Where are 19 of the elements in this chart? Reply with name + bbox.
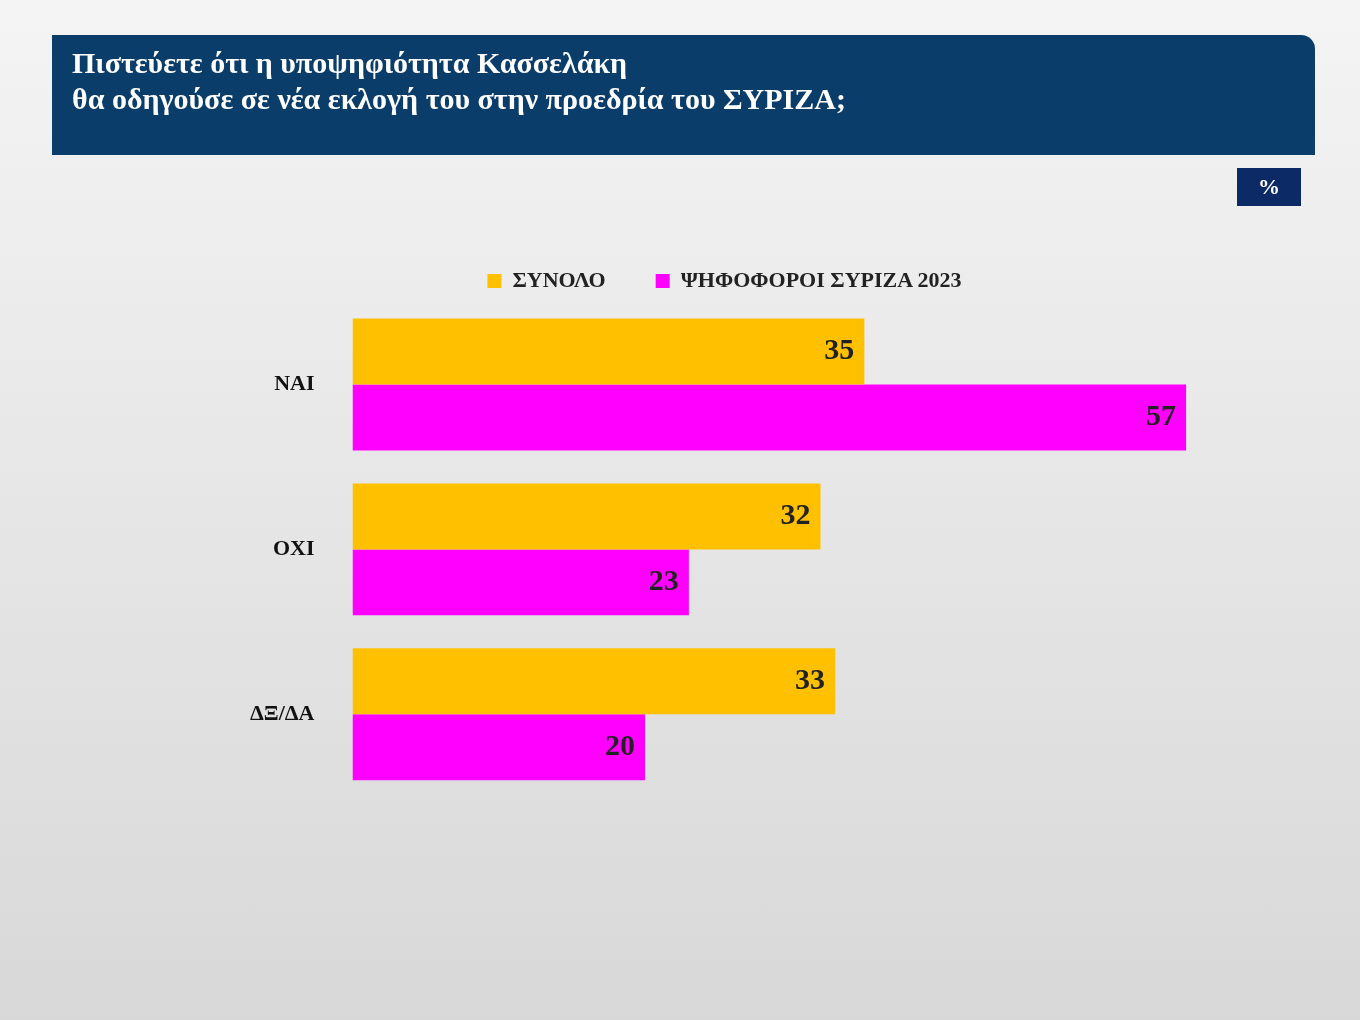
bar (352, 483, 821, 550)
data-label: 32 (780, 497, 811, 531)
data-label: 23 (648, 563, 679, 597)
text: % (1237, 168, 1301, 206)
bar (352, 549, 689, 616)
bar (352, 648, 836, 715)
legend-label: ΣΥΝΟΛΟ (512, 266, 606, 292)
legend-label: ΨΗΦΟΦΟΡΟΙ ΣΥΡΙΖΑ 2023 (680, 266, 962, 292)
chart-title: Πιστεύετε ότι η υποψηφιότητα Κασσελάκη θα οδηγούσε σε νέα εκλογή του στην προεδρία του ΣΥΡΙΖΑ; (52, 35, 1315, 155)
y-tick-label: ΟΧΙ (272, 535, 315, 561)
bar (352, 318, 865, 385)
bar (352, 714, 645, 781)
y-tick-label: ΔΞ/ΔΑ (249, 700, 315, 726)
data-label: 35 (824, 332, 855, 366)
bar (352, 384, 1187, 451)
data-label: 33 (795, 662, 826, 696)
data-label: 57 (1146, 398, 1177, 432)
y-tick-label: ΝΑΙ (274, 370, 315, 396)
data-label: 20 (604, 728, 635, 762)
